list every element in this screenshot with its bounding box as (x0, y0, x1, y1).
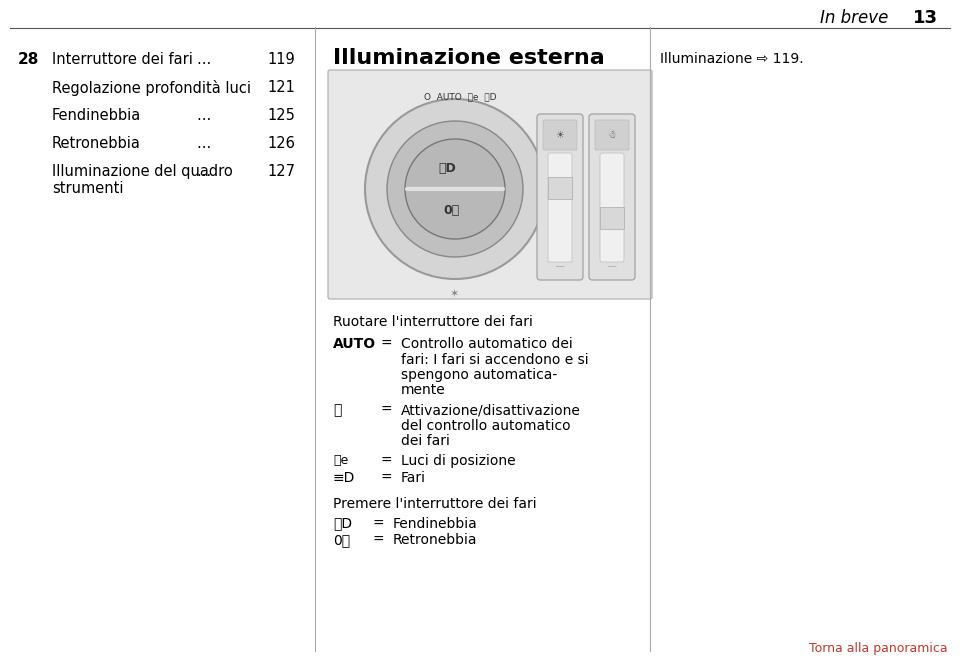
Text: Fari: Fari (401, 471, 426, 485)
Text: =: = (373, 533, 385, 547)
Circle shape (405, 139, 505, 239)
Text: ✶: ✶ (450, 289, 460, 299)
Text: ☀: ☀ (556, 130, 564, 140)
FancyBboxPatch shape (328, 70, 652, 299)
Text: =: = (381, 403, 393, 417)
Circle shape (365, 99, 545, 279)
Text: 126: 126 (267, 136, 295, 151)
Bar (548, 177, 572, 199)
Text: 119: 119 (267, 52, 295, 67)
Text: Interruttore dei fari: Interruttore dei fari (52, 52, 193, 67)
Text: ⨝D: ⨝D (333, 517, 352, 531)
Text: Attivazione/disattivazione: Attivazione/disattivazione (401, 403, 581, 417)
Text: ⤷е: ⤷е (333, 454, 348, 466)
Text: 121: 121 (267, 80, 295, 95)
Text: =: = (381, 337, 393, 351)
Text: Retronebbia: Retronebbia (393, 533, 477, 547)
Text: Fendinebbia: Fendinebbia (52, 108, 141, 123)
Text: ≡D: ≡D (333, 471, 355, 485)
Text: =: = (381, 471, 393, 485)
Text: ...: ... (197, 52, 216, 67)
Text: 0⨝: 0⨝ (443, 205, 459, 217)
Text: O  AUTO  ⤷е  ⨝D: O AUTO ⤷е ⨝D (423, 93, 496, 101)
Text: Ruotare l'interruttore dei fari: Ruotare l'interruttore dei fari (333, 315, 533, 329)
Text: Illuminazione ⇨ 119.: Illuminazione ⇨ 119. (660, 52, 804, 66)
Text: 28: 28 (18, 52, 39, 67)
Text: ⏽: ⏽ (333, 403, 342, 417)
Text: Torna alla panoramica: Torna alla panoramica (809, 642, 948, 655)
Text: Fendinebbia: Fendinebbia (393, 517, 478, 531)
Text: del controllo automatico: del controllo automatico (401, 419, 570, 433)
Text: ⨝D: ⨝D (438, 162, 456, 176)
Text: 0⨝: 0⨝ (333, 533, 350, 547)
Text: ―: ― (556, 262, 564, 272)
Text: Illuminazione esterna: Illuminazione esterna (333, 48, 605, 68)
Text: spengono automatica-: spengono automatica- (401, 368, 557, 382)
Text: =: = (381, 454, 393, 468)
Text: mente: mente (401, 384, 445, 397)
Bar (600, 207, 624, 229)
Text: ...: ... (197, 164, 216, 179)
Text: ☃: ☃ (608, 130, 616, 140)
Text: 125: 125 (267, 108, 295, 123)
FancyBboxPatch shape (548, 153, 572, 262)
Circle shape (387, 121, 523, 257)
Text: AUTO: AUTO (333, 337, 376, 351)
Text: fari: I fari si accendono e si: fari: I fari si accendono e si (401, 352, 588, 366)
FancyBboxPatch shape (543, 120, 577, 150)
FancyBboxPatch shape (600, 153, 624, 262)
Text: ―: ― (608, 262, 616, 272)
Text: Luci di posizione: Luci di posizione (401, 454, 516, 468)
FancyBboxPatch shape (589, 114, 635, 280)
Text: In breve: In breve (820, 9, 888, 27)
Text: ...: ... (197, 136, 216, 151)
FancyBboxPatch shape (537, 114, 583, 280)
Text: Illuminazione del quadro: Illuminazione del quadro (52, 164, 232, 179)
Text: Controllo automatico dei: Controllo automatico dei (401, 337, 573, 351)
Text: 13: 13 (913, 9, 938, 27)
Text: =: = (373, 517, 385, 531)
Text: dei fari: dei fari (401, 434, 450, 448)
Text: Regolazione profondità luci: Regolazione profondità luci (52, 80, 251, 96)
Text: 127: 127 (267, 164, 295, 179)
Text: ...: ... (197, 108, 216, 123)
Text: Retronebbia: Retronebbia (52, 136, 141, 151)
Text: strumenti: strumenti (52, 181, 124, 196)
FancyBboxPatch shape (595, 120, 629, 150)
Text: Premere l'interruttore dei fari: Premere l'interruttore dei fari (333, 497, 537, 511)
